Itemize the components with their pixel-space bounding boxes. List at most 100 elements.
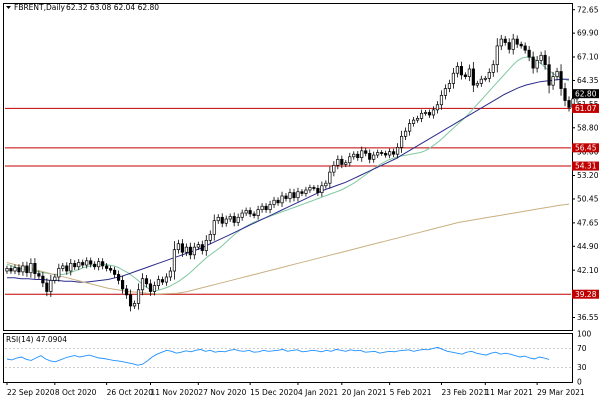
rsi-tick-label: 100 — [577, 330, 592, 339]
candle-body — [376, 152, 380, 156]
candle — [523, 42, 527, 54]
candle-body — [475, 83, 479, 86]
candle-body — [284, 195, 288, 199]
candle — [403, 127, 408, 140]
ma-short-line — [6, 56, 570, 292]
candle-body — [396, 147, 400, 155]
candle — [312, 185, 316, 191]
candle — [200, 240, 204, 255]
level-tag: 54.31 — [572, 161, 599, 171]
candle-body — [495, 45, 499, 66]
chevron-down-icon[interactable] — [6, 6, 11, 9]
symbol-label: FBRENT,Daily — [14, 3, 66, 12]
candle — [105, 263, 109, 272]
candle-body — [280, 195, 284, 204]
candle — [443, 84, 448, 100]
moving-averages — [6, 56, 570, 295]
candle-body — [451, 72, 456, 84]
candle-body — [439, 95, 444, 106]
candle-body — [407, 123, 412, 132]
candle-body — [156, 279, 161, 286]
candle — [41, 271, 45, 288]
candle-body — [352, 153, 356, 158]
candle — [13, 264, 17, 275]
candle-body — [551, 76, 555, 86]
candle-body — [244, 210, 248, 214]
candle-body — [196, 244, 200, 248]
candle — [475, 80, 479, 88]
candle — [144, 275, 149, 288]
candle-body — [188, 246, 192, 256]
candle — [85, 257, 89, 269]
candle — [120, 275, 125, 294]
rsi-pane-frame — [3, 333, 573, 383]
candle-body — [360, 150, 364, 158]
candle-body — [459, 66, 463, 76]
candle-body — [419, 112, 424, 119]
candle — [73, 260, 77, 270]
candle-body — [85, 260, 89, 266]
candle — [547, 56, 551, 94]
candle — [180, 239, 184, 257]
candle — [284, 193, 288, 202]
candle — [539, 51, 543, 65]
candle-body — [220, 216, 224, 224]
candles — [5, 33, 579, 312]
candle-body — [467, 68, 471, 77]
level-tag: 56.45 — [572, 143, 599, 152]
candle-body — [37, 273, 41, 277]
x-tick-label: 23 Feb 2021 — [441, 388, 488, 397]
candle — [364, 147, 368, 157]
y-tick-label: 47.65 — [577, 218, 599, 227]
candle — [483, 75, 487, 82]
candle-body — [312, 187, 316, 189]
candle — [340, 155, 344, 169]
candle — [288, 188, 292, 203]
candle-body — [427, 112, 432, 116]
candle — [388, 148, 392, 159]
candle-body — [148, 283, 153, 292]
candle-body — [539, 54, 543, 61]
y-tick-label: 50.45 — [577, 195, 599, 204]
candle — [427, 109, 432, 118]
candle-body — [519, 43, 523, 47]
candle — [463, 72, 467, 80]
candle — [316, 184, 320, 196]
candle-body — [559, 71, 563, 89]
candle — [535, 55, 539, 73]
candle — [176, 239, 180, 254]
candle-body — [113, 269, 117, 275]
candle — [25, 261, 29, 277]
candle-body — [332, 164, 336, 173]
candle — [519, 41, 523, 49]
candle-body — [543, 54, 547, 66]
candle-body — [515, 38, 519, 45]
candle-body — [236, 216, 240, 223]
price-tags: 61.07 56.45 54.31 39.28 62.80 — [572, 89, 599, 299]
candle — [419, 109, 424, 123]
candle-body — [216, 216, 220, 222]
candle — [479, 75, 483, 87]
candle-body — [499, 38, 503, 47]
candle — [101, 258, 105, 270]
y-tick-label: 42.10 — [577, 266, 599, 275]
candle-body — [320, 185, 324, 193]
candle — [136, 283, 141, 310]
rsi-line — [6, 346, 550, 366]
y-tick-label: 44.90 — [577, 242, 599, 251]
candle — [308, 184, 312, 193]
candle-body — [144, 278, 149, 285]
level-tag-box — [572, 289, 599, 299]
candle — [168, 267, 173, 281]
candle-body — [328, 171, 332, 184]
candle-body — [479, 78, 483, 84]
candle-body — [184, 246, 188, 253]
y-tick-label: 36.55 — [577, 313, 599, 322]
candle-body — [53, 276, 57, 281]
candle — [264, 203, 268, 213]
candle-body — [252, 213, 256, 216]
candle — [256, 205, 260, 220]
candle-body — [180, 243, 184, 253]
